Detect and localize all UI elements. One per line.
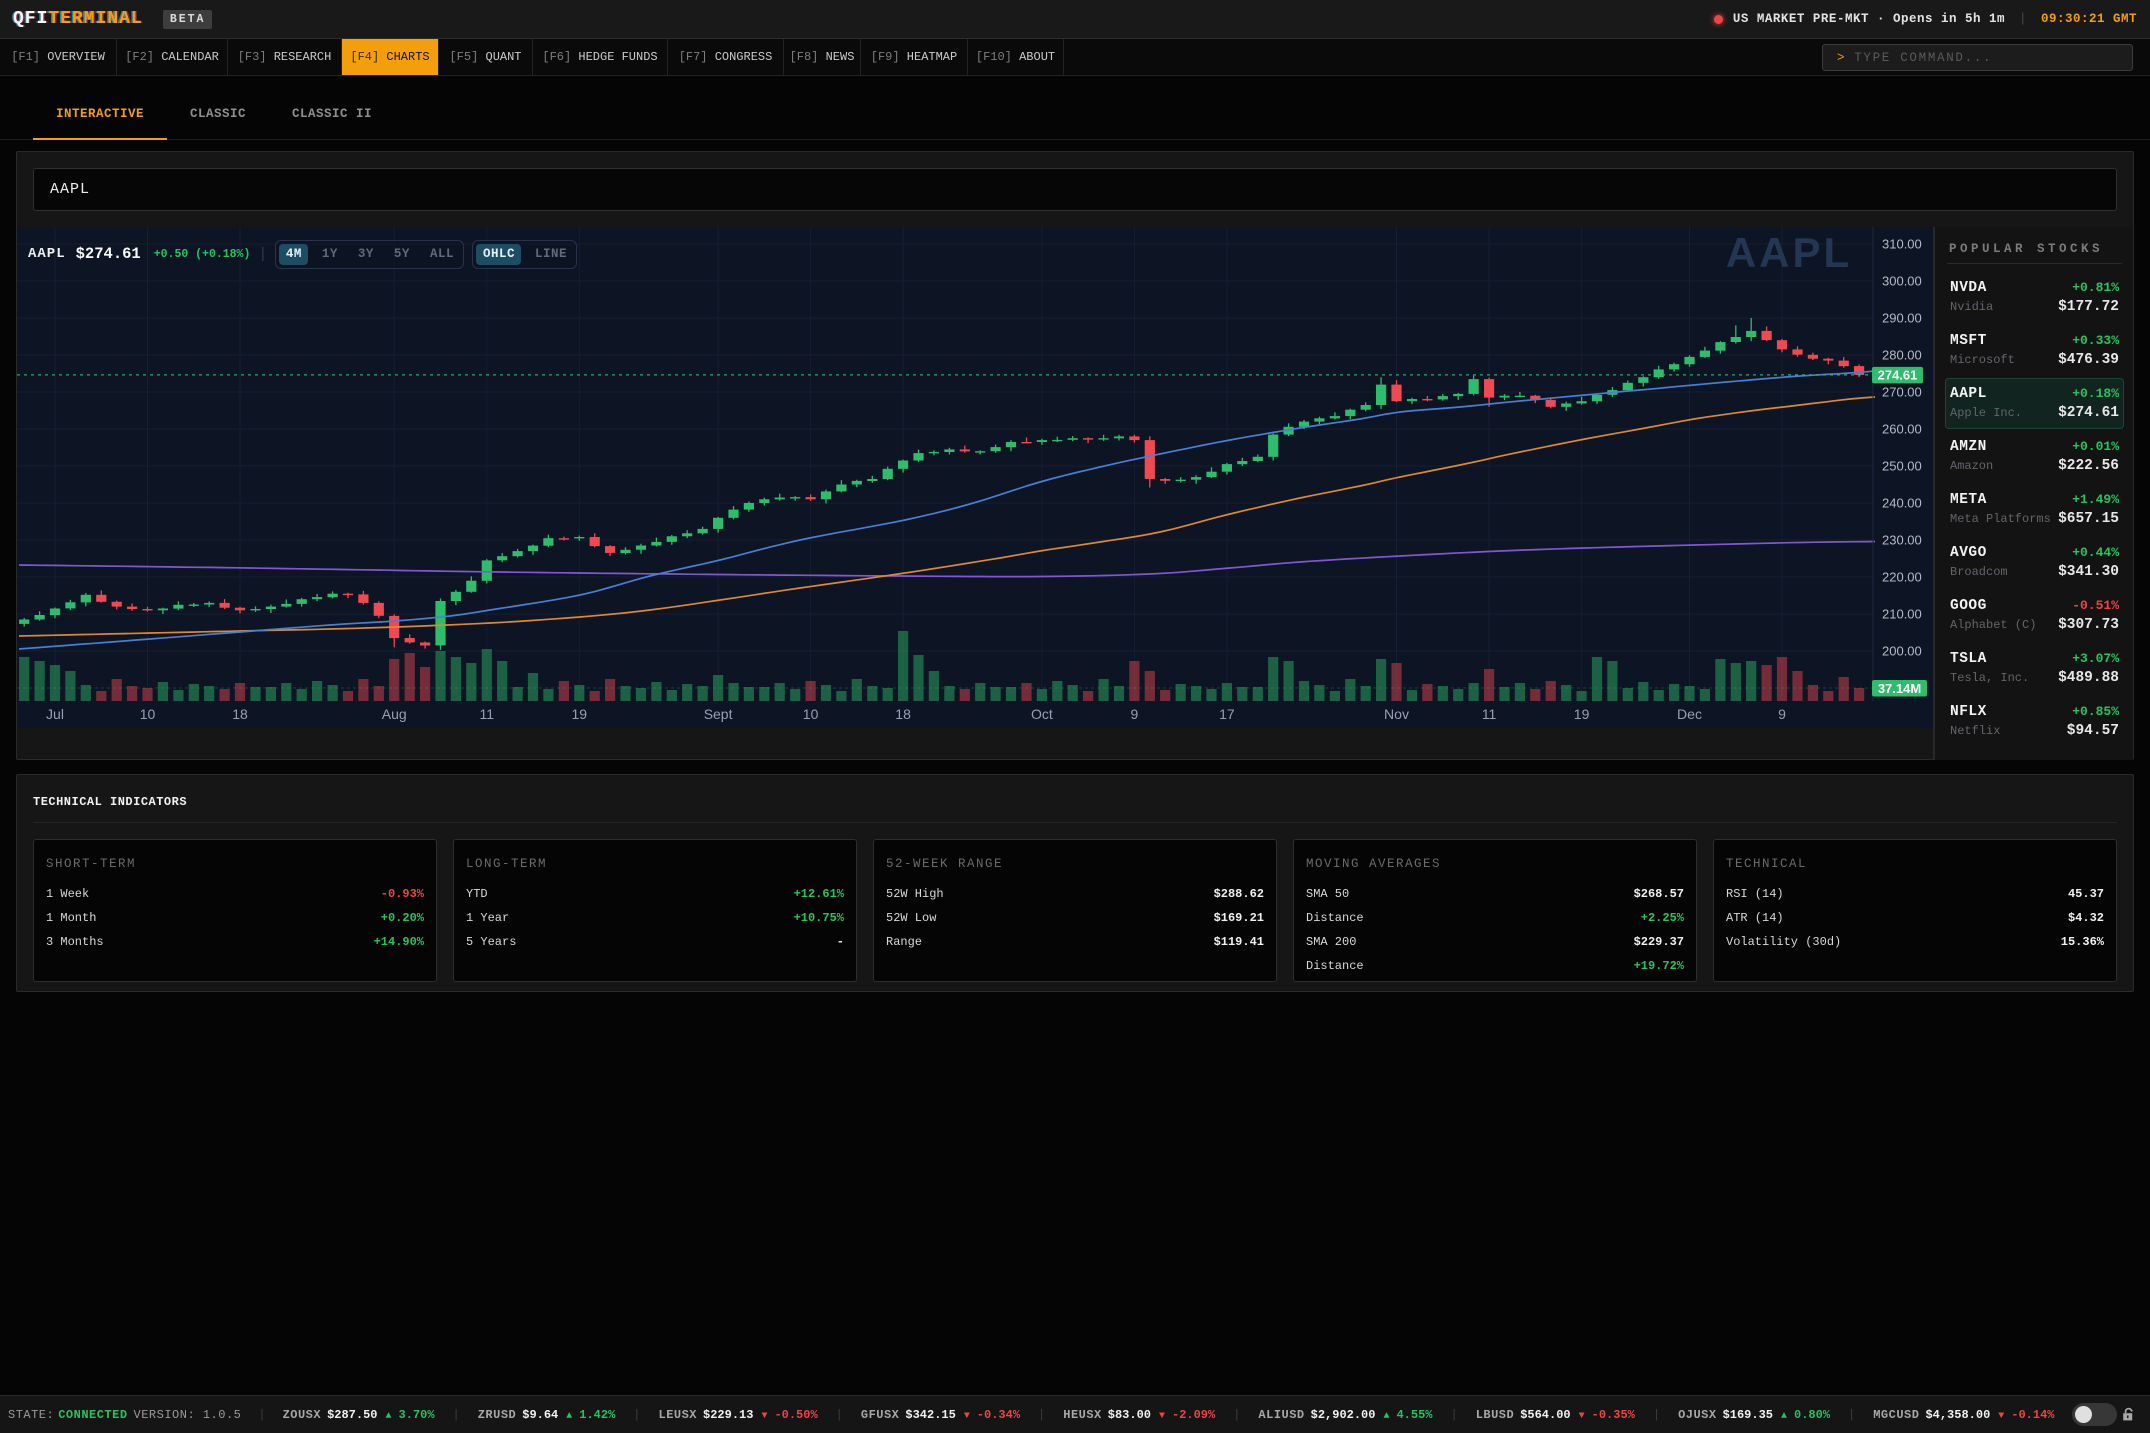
svg-text:19: 19: [1574, 706, 1590, 722]
svg-text:10: 10: [140, 706, 156, 722]
svg-text:9: 9: [1778, 706, 1786, 722]
svg-text:17: 17: [1219, 706, 1235, 722]
svg-text:280.00: 280.00: [1882, 348, 1922, 363]
svg-text:Aug: Aug: [382, 706, 407, 722]
svg-text:290.00: 290.00: [1882, 311, 1922, 326]
svg-text:18: 18: [895, 706, 911, 722]
svg-text:19: 19: [572, 706, 588, 722]
svg-text:11: 11: [1482, 706, 1497, 722]
svg-text:Sept: Sept: [704, 706, 733, 722]
svg-text:270.00: 270.00: [1882, 385, 1922, 400]
svg-text:37.14M: 37.14M: [1878, 681, 1921, 696]
svg-text:220.00: 220.00: [1882, 570, 1922, 585]
svg-text:AAPL: AAPL: [1726, 229, 1852, 276]
svg-text:260.00: 260.00: [1882, 422, 1922, 437]
svg-text:310.00: 310.00: [1882, 237, 1922, 252]
svg-text:230.00: 230.00: [1882, 533, 1922, 548]
svg-text:Nov: Nov: [1384, 706, 1409, 722]
svg-text:10: 10: [803, 706, 819, 722]
svg-text:200.00: 200.00: [1882, 644, 1922, 659]
svg-text:Dec: Dec: [1677, 706, 1702, 722]
svg-text:274.61: 274.61: [1878, 368, 1918, 383]
svg-text:Oct: Oct: [1031, 706, 1053, 722]
svg-text:240.00: 240.00: [1882, 496, 1922, 511]
svg-text:18: 18: [232, 706, 248, 722]
svg-text:Jul: Jul: [46, 706, 64, 722]
svg-text:300.00: 300.00: [1882, 274, 1922, 289]
svg-text:9: 9: [1131, 706, 1139, 722]
svg-text:210.00: 210.00: [1882, 607, 1922, 622]
svg-text:11: 11: [480, 706, 495, 722]
svg-text:250.00: 250.00: [1882, 459, 1922, 474]
